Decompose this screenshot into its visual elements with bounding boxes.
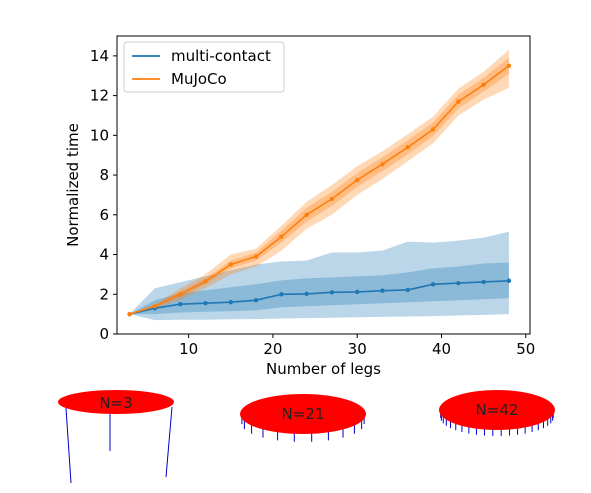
- legend-label-mujoco: MuJoCo: [171, 70, 227, 88]
- leg: [165, 406, 173, 478]
- y-ticks: 0 2 4 6 8 10 12 14: [90, 47, 117, 343]
- legend-box: [123, 41, 285, 93]
- data-point-mujoco: [380, 161, 385, 167]
- x-tick-label: 20: [263, 340, 282, 358]
- data-point-multi-contact: [481, 279, 486, 285]
- axes-frame: [116, 35, 531, 335]
- y-axis-label: Normalized time: [64, 123, 82, 247]
- series-lines: [129, 65, 510, 315]
- legend-label-multi-contact: multi-contact: [171, 47, 271, 65]
- data-point-multi-contact: [456, 280, 461, 286]
- x-tick-label: 30: [348, 340, 367, 358]
- illustration-label-n42: N=42: [476, 401, 519, 419]
- data-point-mujoco: [355, 177, 360, 183]
- data-point-multi-contact: [405, 287, 410, 293]
- band-inner-multi-contact: [129, 262, 509, 315]
- data-point-mujoco: [304, 212, 309, 217]
- data-point-multi-contact: [228, 300, 233, 305]
- data-point-multi-contact: [203, 301, 208, 306]
- x-ticks: 10 20 30 40 50: [179, 334, 535, 358]
- data-point-mujoco: [253, 254, 259, 259]
- x-tick-label: 50: [516, 340, 535, 358]
- leg-illustrations: N=3 N=21 N=42: [58, 390, 555, 484]
- illustration-n21: N=21: [240, 394, 366, 442]
- data-point-multi-contact: [380, 288, 385, 293]
- data-point-mujoco: [456, 99, 461, 104]
- data-point-mujoco: [228, 262, 233, 267]
- plot-area: 10 20 30 40 50 0 2 4 6 8 10 12 14: [90, 35, 535, 358]
- illustration-n42: N=42: [439, 390, 555, 436]
- y-tick-label: 10: [90, 126, 109, 144]
- y-tick-label: 0: [99, 325, 109, 343]
- data-point-mujoco: [430, 127, 436, 132]
- y-tick-label: 6: [99, 206, 109, 224]
- data-point-mujoco: [127, 311, 132, 317]
- data-point-mujoco: [203, 279, 208, 284]
- series-line-multi-contact: [129, 280, 509, 315]
- illustration-label-n3: N=3: [99, 394, 132, 412]
- disk: [58, 390, 174, 414]
- data-point-mujoco: [506, 63, 512, 68]
- data-point-multi-contact: [355, 289, 360, 295]
- y-tick-label: 12: [90, 87, 109, 105]
- x-tick-label: 40: [432, 340, 451, 358]
- data-point-mujoco: [152, 303, 158, 309]
- data-point-multi-contact: [279, 292, 284, 297]
- y-tick-label: 2: [99, 285, 109, 303]
- series-line-mujoco: [129, 65, 510, 315]
- data-point-multi-contact: [329, 290, 335, 295]
- y-tick-label: 14: [90, 47, 109, 65]
- data-point-multi-contact: [430, 282, 436, 287]
- y-tick-label: 8: [99, 166, 109, 184]
- data-point-mujoco: [279, 234, 284, 239]
- data-point-multi-contact: [506, 278, 512, 283]
- disk: [439, 390, 555, 430]
- band-outer-multi-contact: [129, 231, 509, 321]
- data-point-multi-contact: [178, 302, 183, 307]
- y-tick-label: 4: [99, 246, 109, 264]
- series-markers: [127, 63, 512, 317]
- data-point-multi-contact: [253, 298, 259, 303]
- x-axis-label: Number of legs: [266, 360, 381, 378]
- data-point-mujoco: [405, 145, 410, 150]
- illustration-n3: N=3: [58, 390, 174, 484]
- leg: [65, 407, 72, 484]
- legend: multi-contact MuJoCo: [123, 41, 285, 93]
- data-point-mujoco: [329, 196, 335, 202]
- x-tick-label: 10: [179, 340, 198, 358]
- data-point-multi-contact: [304, 291, 309, 297]
- illustration-label-n21: N=21: [282, 405, 325, 423]
- confidence-bands: [129, 49, 509, 321]
- disk: [240, 394, 366, 434]
- data-point-mujoco: [481, 82, 486, 87]
- data-point-mujoco: [178, 292, 183, 297]
